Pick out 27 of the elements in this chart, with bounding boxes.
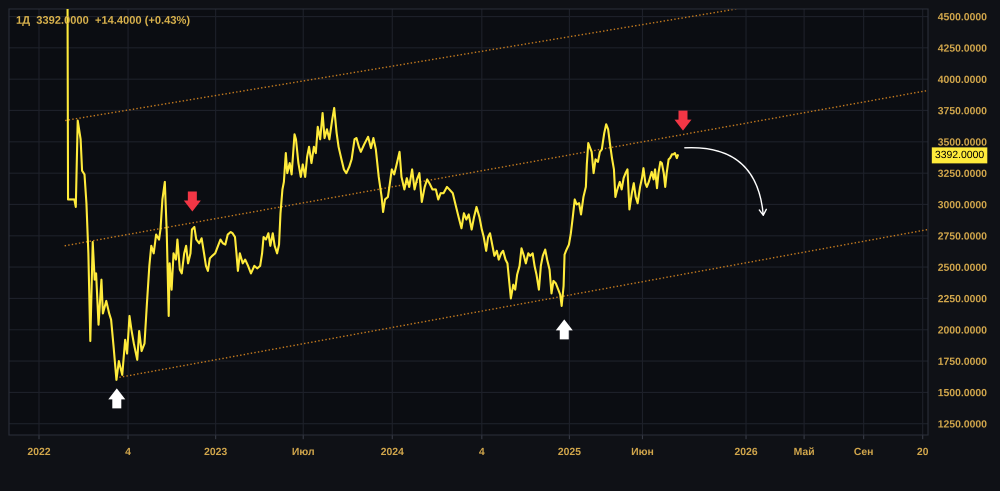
y-tick-label: 3250.0000 — [938, 170, 987, 178]
x-tick-label: 2022 — [28, 448, 50, 456]
y-tick-label: 2250.0000 — [938, 294, 987, 302]
x-tick-label: Сен — [854, 448, 873, 456]
y-tick-label: 2000.0000 — [938, 326, 987, 334]
x-tick-label: 2023 — [204, 448, 227, 456]
y-tick-label: 1250.0000 — [938, 420, 987, 428]
y-tick-label: 2500.0000 — [938, 264, 987, 271]
y-tick-label: 4500.0000 — [938, 13, 987, 20]
y-tick-label: 3750.0000 — [938, 106, 987, 114]
x-tick-label: 20 — [917, 448, 928, 456]
y-tick-label: 3500.0000 — [938, 138, 987, 146]
text: 3392.0000 — [935, 150, 984, 158]
x-tick-label: Май — [794, 447, 814, 456]
x-tick-label: 2025 — [558, 448, 581, 456]
y-tick-label: 1500.0000 — [938, 388, 987, 396]
y-tick-label: 4250.0000 — [938, 44, 987, 52]
x-tick-label: Июн — [632, 448, 654, 456]
x-tick-label: 2026 — [734, 448, 758, 456]
y-tick-label: 2750.0000 — [938, 232, 987, 240]
x-tick-label: 2024 — [381, 448, 404, 456]
x-tick-label: Июл — [292, 448, 314, 456]
y-tick-label: 3000.0000 — [938, 200, 987, 208]
y-tick-label: 4000.0000 — [938, 76, 987, 84]
x-tick-label: 4 — [125, 448, 131, 456]
y-tick-label: 1750.0000 — [938, 358, 987, 365]
x-tick-label: 4 — [479, 448, 485, 456]
